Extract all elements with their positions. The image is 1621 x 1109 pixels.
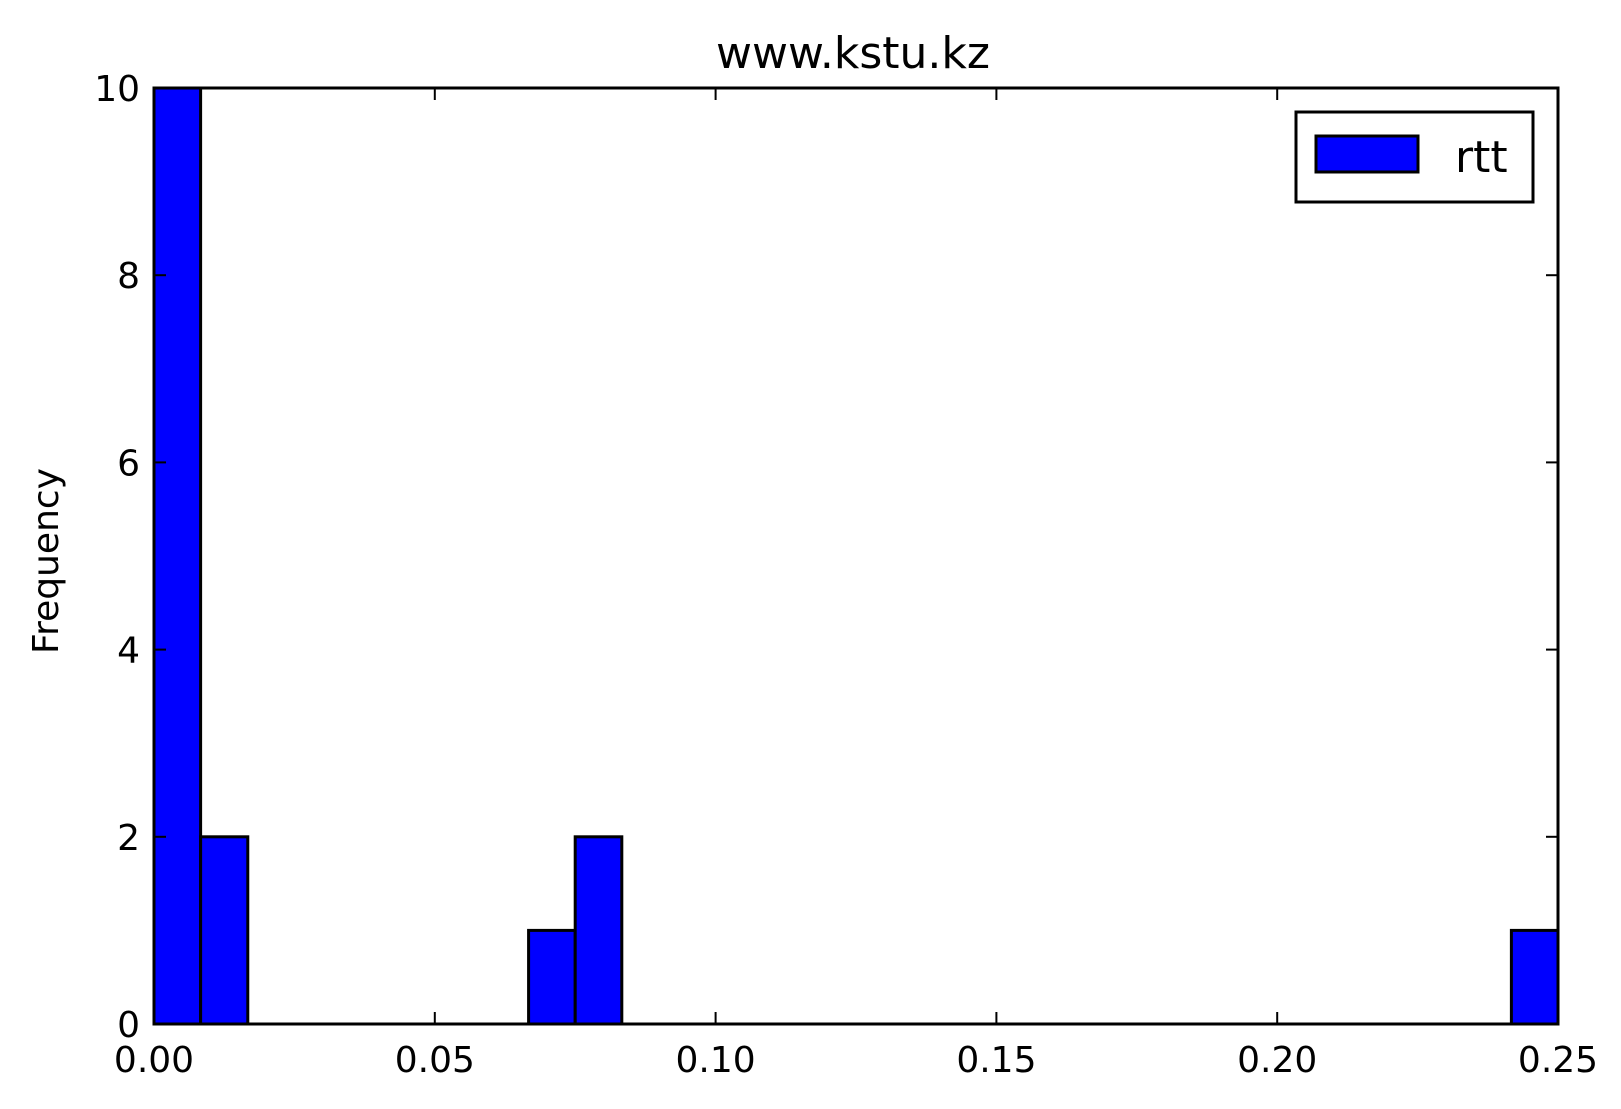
legend: rtt xyxy=(1294,110,1535,204)
chart-title: www.kstu.kz xyxy=(716,28,990,79)
x-tick-label: 0.10 xyxy=(676,1040,756,1081)
y-tick-label: 6 xyxy=(117,443,140,484)
histogram-bar xyxy=(1509,928,1560,1026)
y-axis-label: Frequency xyxy=(26,468,67,654)
x-tick-label: 0.05 xyxy=(395,1040,475,1081)
histogram-bar xyxy=(527,928,577,1026)
x-tick-label: 0.15 xyxy=(956,1040,1036,1081)
y-tick-label: 8 xyxy=(117,256,140,297)
histogram-bar xyxy=(199,835,250,1026)
y-tick-label: 10 xyxy=(94,69,140,110)
bars-layer xyxy=(152,86,1560,1026)
x-tick-label: 0.25 xyxy=(1518,1040,1598,1081)
legend-swatch-rtt xyxy=(1314,134,1420,174)
x-tick-label: 0.00 xyxy=(114,1040,194,1081)
histogram-bar xyxy=(573,835,624,1026)
y-tick-label: 4 xyxy=(117,631,140,672)
y-tick-label: 0 xyxy=(117,1005,140,1046)
tick-labels-layer: 0.00 0.05 0.10 0.15 0.20 0.25 0 2 4 6 8 10 xyxy=(94,69,1598,1081)
histogram-bar xyxy=(152,86,203,1026)
x-tick-label: 0.20 xyxy=(1237,1040,1317,1081)
y-tick-label: 2 xyxy=(117,818,140,859)
legend-label-rtt: rtt xyxy=(1455,132,1508,183)
plot-frame xyxy=(152,86,1560,1026)
